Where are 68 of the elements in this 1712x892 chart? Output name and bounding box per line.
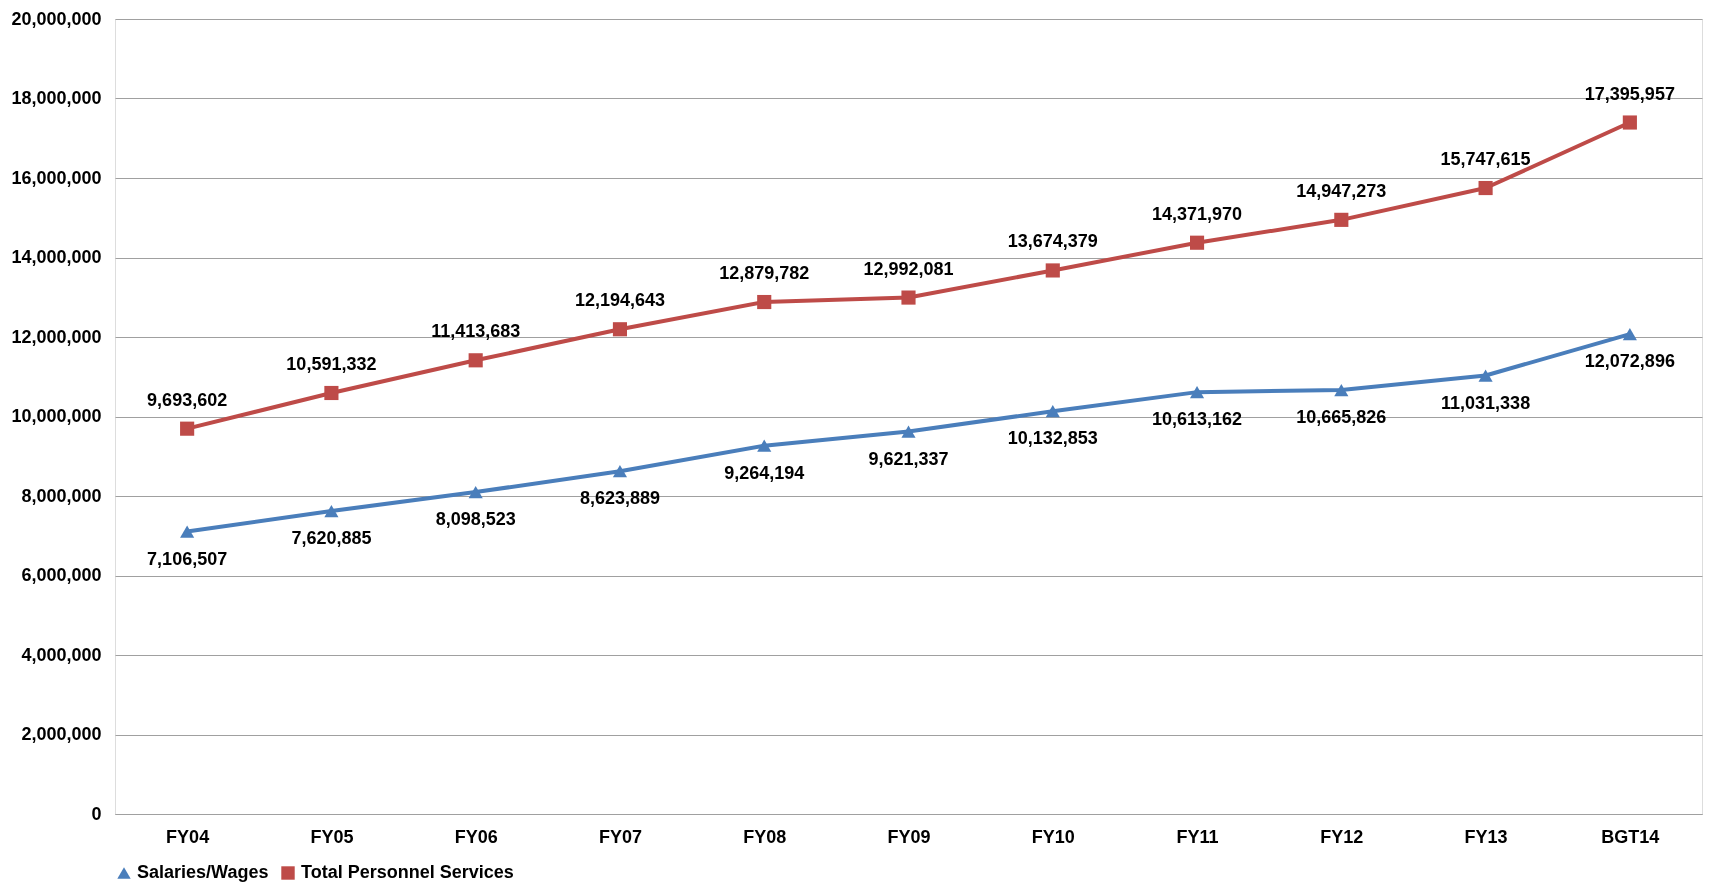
data-label: 14,371,970 <box>1152 203 1243 224</box>
data-label: 10,591,332 <box>286 353 377 374</box>
x-tick-label: FY08 <box>743 826 787 847</box>
y-tick-label: 20,000,000 <box>11 8 102 29</box>
data-label: 12,879,782 <box>719 263 810 284</box>
x-tick-label: FY06 <box>454 826 498 847</box>
x-tick-label: FY09 <box>887 826 931 847</box>
data-label: 11,031,338 <box>1441 392 1531 413</box>
x-tick-label: FY04 <box>166 826 210 847</box>
y-tick-label: 10,000,000 <box>11 406 102 426</box>
point <box>1045 405 1060 418</box>
point <box>180 421 195 436</box>
data-label: 9,264,194 <box>724 462 805 483</box>
data-label: 17,395,957 <box>1584 83 1675 104</box>
data-label: 10,665,826 <box>1296 407 1387 428</box>
data-label: 12,194,643 <box>574 290 665 311</box>
data-label: 9,621,337 <box>868 448 949 469</box>
point <box>757 294 772 310</box>
y-tick-label: 8,000,000 <box>21 485 102 506</box>
point <box>468 353 483 368</box>
point <box>901 290 916 305</box>
y-tick-label: 2,000,000 <box>21 724 102 744</box>
y-tick-label: 0 <box>91 803 102 824</box>
x-tick-label: FY11 <box>1176 826 1219 847</box>
point <box>1045 263 1060 278</box>
y-tick-label: 12,000,000 <box>11 326 102 347</box>
data-label: 7,620,885 <box>291 528 372 549</box>
x-tick-label: FY12 <box>1320 826 1364 847</box>
data-label: 8,098,523 <box>435 509 516 530</box>
point <box>612 465 628 478</box>
point <box>901 425 916 438</box>
point <box>1622 327 1637 341</box>
point <box>1334 383 1349 397</box>
point <box>612 322 628 337</box>
point <box>180 525 195 538</box>
point <box>1189 235 1205 250</box>
data-label: 7,106,507 <box>147 548 228 569</box>
data-label: 10,132,853 <box>1007 428 1098 449</box>
legend-label: Total Personnel Services <box>301 862 514 882</box>
point <box>324 504 339 518</box>
point <box>468 485 483 499</box>
point <box>1622 115 1637 130</box>
x-tick-label: BGT14 <box>1601 826 1660 847</box>
data-label: 8,623,889 <box>579 488 660 509</box>
x-tick-label: FY10 <box>1031 826 1075 847</box>
data-label: 10,613,162 <box>1152 409 1243 430</box>
point <box>1478 369 1493 382</box>
point <box>1189 386 1205 399</box>
point <box>1334 212 1349 227</box>
y-tick-label: 6,000,000 <box>21 565 102 585</box>
point <box>1478 180 1493 196</box>
data-label: 9,693,602 <box>147 389 228 410</box>
point <box>757 439 772 452</box>
data-label: 12,072,896 <box>1584 351 1675 372</box>
x-tick-label: FY07 <box>598 826 642 847</box>
data-label: 11,413,683 <box>431 321 521 342</box>
data-label: 15,747,615 <box>1440 149 1531 170</box>
legend-label: Salaries/Wages <box>137 862 269 882</box>
x-tick-label: FY13 <box>1464 826 1508 847</box>
y-tick-label: 14,000,000 <box>11 247 102 267</box>
y-tick-label: 16,000,000 <box>11 167 102 188</box>
y-tick-label: 18,000,000 <box>11 88 102 108</box>
data-label: 14,947,273 <box>1296 180 1387 201</box>
data-label: 12,992,081 <box>863 258 954 279</box>
x-tick-label: FY05 <box>310 826 354 847</box>
data-label: 13,674,379 <box>1007 231 1098 252</box>
point <box>324 385 339 401</box>
y-tick-label: 4,000,000 <box>21 644 102 665</box>
